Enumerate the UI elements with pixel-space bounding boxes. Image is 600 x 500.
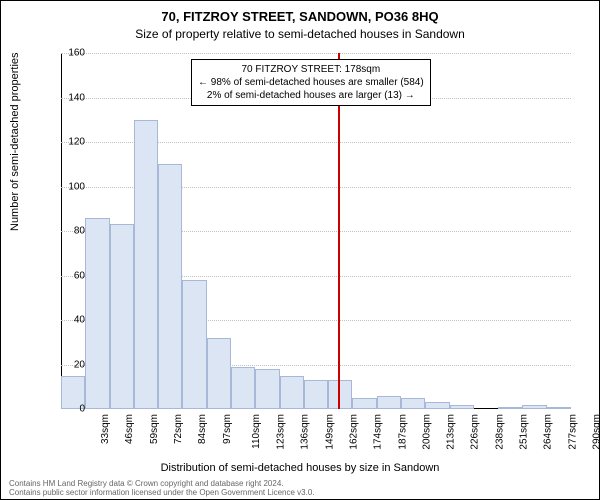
x-tick-label: 200sqm: [421, 414, 432, 450]
property-marker-line: [338, 53, 340, 409]
histogram-bar: [85, 218, 109, 409]
footer-line-1: Contains HM Land Registry data © Crown c…: [9, 479, 315, 488]
histogram-bar: [304, 380, 328, 409]
plot-area: 70 FITZROY STREET: 178sqm← 98% of semi-d…: [61, 53, 571, 409]
histogram-bar: [134, 120, 158, 409]
x-tick-label: 33sqm: [100, 414, 111, 444]
x-tick-label: 84sqm: [197, 414, 208, 444]
x-tick-label: 277sqm: [567, 414, 578, 450]
x-tick-label: 226sqm: [470, 414, 481, 450]
y-tick-label: 40: [55, 315, 85, 326]
annotation-box: 70 FITZROY STREET: 178sqm← 98% of semi-d…: [191, 59, 431, 106]
histogram-bar: [450, 405, 474, 409]
x-tick-label: 72sqm: [173, 414, 184, 444]
y-tick-label: 160: [55, 48, 85, 59]
histogram-bar: [352, 398, 376, 409]
histogram-bar: [547, 407, 571, 409]
x-tick-label: 251sqm: [519, 414, 530, 450]
annotation-line-3: 2% of semi-detached houses are larger (1…: [198, 89, 424, 102]
x-tick-label: 149sqm: [324, 414, 335, 450]
histogram-bar: [207, 338, 231, 409]
x-tick-label: 213sqm: [446, 414, 457, 450]
chart-container: 70, FITZROY STREET, SANDOWN, PO36 8HQ Si…: [0, 0, 600, 500]
chart-subtitle: Size of property relative to semi-detach…: [1, 24, 599, 41]
grid-line: [61, 53, 571, 54]
annotation-line-2: ← 98% of semi-detached houses are smalle…: [198, 76, 424, 89]
histogram-bar: [255, 369, 279, 409]
x-tick-label: 110sqm: [251, 414, 262, 449]
histogram-bar: [425, 402, 449, 409]
y-tick-label: 60: [55, 270, 85, 281]
x-tick-label: 162sqm: [349, 414, 360, 450]
x-tick-label: 290sqm: [591, 414, 600, 450]
x-tick-label: 123sqm: [276, 414, 287, 450]
y-tick-label: 0: [55, 404, 85, 415]
y-tick-label: 100: [55, 181, 85, 192]
y-axis-label: Number of semi-detached properties: [9, 52, 21, 231]
histogram-bar: [377, 396, 401, 409]
histogram-bar: [522, 405, 546, 409]
footer-attribution: Contains HM Land Registry data © Crown c…: [9, 479, 315, 497]
histogram-bar: [280, 376, 304, 409]
annotation-line-1: 70 FITZROY STREET: 178sqm: [198, 63, 424, 76]
histogram-bar: [182, 280, 206, 409]
x-tick-label: 264sqm: [543, 414, 554, 450]
histogram-bar: [498, 407, 522, 409]
histogram-bar: [401, 398, 425, 409]
y-tick-label: 120: [55, 137, 85, 148]
histogram-bar: [231, 367, 255, 409]
histogram-bar: [328, 380, 352, 409]
histogram-bar: [158, 164, 182, 409]
x-tick-label: 136sqm: [300, 414, 311, 450]
x-tick-label: 46sqm: [124, 414, 135, 444]
y-tick-label: 20: [55, 359, 85, 370]
x-tick-label: 97sqm: [222, 414, 233, 444]
x-tick-label: 174sqm: [373, 414, 384, 450]
x-tick-label: 238sqm: [494, 414, 505, 450]
y-tick-label: 80: [55, 226, 85, 237]
x-tick-label: 59sqm: [149, 414, 160, 444]
chart-title: 70, FITZROY STREET, SANDOWN, PO36 8HQ: [1, 1, 599, 24]
x-tick-label: 187sqm: [397, 414, 408, 450]
footer-line-2: Contains public sector information licen…: [9, 488, 315, 497]
y-tick-label: 140: [55, 92, 85, 103]
x-axis-label: Distribution of semi-detached houses by …: [1, 462, 599, 474]
histogram-bar: [110, 224, 134, 409]
